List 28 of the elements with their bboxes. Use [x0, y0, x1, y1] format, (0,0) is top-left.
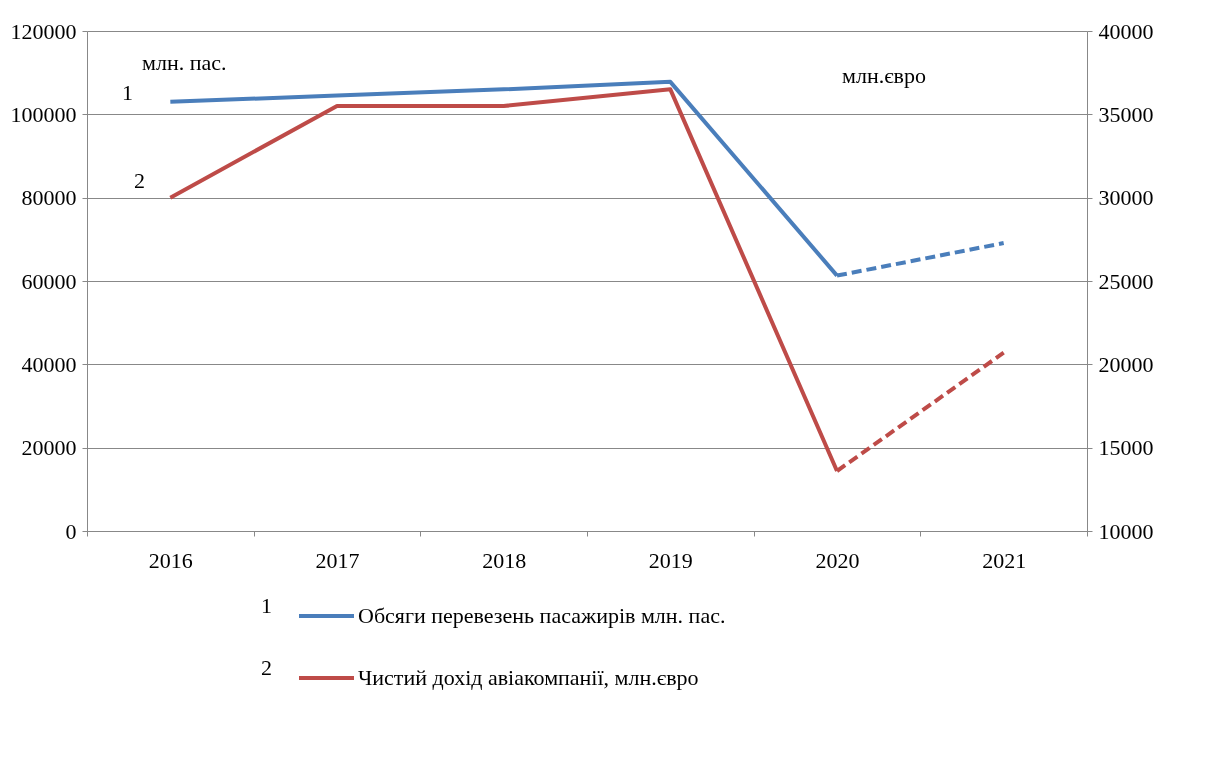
y2-tick-label: 30000 [1098, 185, 1154, 211]
y2-tick-label: 10000 [1098, 518, 1154, 544]
y2-tick-label: 40000 [1098, 18, 1154, 44]
annotation: 2 [134, 168, 145, 193]
y2-tick-label: 15000 [1098, 435, 1154, 461]
annotation: млн.євро [842, 63, 927, 88]
legend-label: Чистий дохід авіакомпанії, млн.євро [358, 665, 699, 690]
x-tick-label: 2019 [648, 547, 693, 573]
annotation: 1 [122, 80, 133, 105]
y2-tick-label: 25000 [1098, 268, 1154, 294]
y-tick-label: 20000 [21, 435, 77, 461]
y-tick-label: 80000 [21, 185, 77, 211]
y-tick-label: 60000 [21, 268, 77, 294]
legend-label: Обсяги перевезень пасажирів млн. пас. [358, 603, 726, 628]
x-tick-label: 2017 [315, 547, 360, 573]
y-tick-label: 100000 [10, 101, 77, 127]
y2-tick-label: 20000 [1098, 351, 1154, 377]
text: 1 [261, 593, 272, 618]
x-tick-label: 2018 [482, 547, 527, 573]
y-tick-label: 0 [65, 518, 77, 544]
y-tick-label: 40000 [21, 351, 77, 377]
x-tick-label: 2020 [815, 547, 860, 573]
text: 2 [261, 655, 272, 680]
x-tick-label: 2021 [982, 547, 1027, 573]
x-tick-label: 2016 [148, 547, 193, 573]
annotation: млн. пас. [142, 50, 227, 75]
y2-tick-label: 35000 [1098, 101, 1154, 127]
y-tick-label: 120000 [10, 18, 77, 44]
